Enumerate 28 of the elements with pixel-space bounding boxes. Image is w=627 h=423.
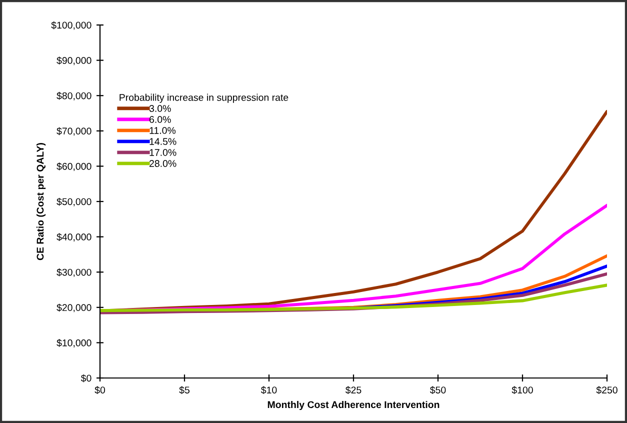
y-tick-label: $60,000	[56, 162, 92, 171]
y-tick-label: $40,000	[56, 233, 92, 242]
legend-label: 11.0%	[150, 127, 176, 134]
legend-label: 3.0%	[149, 105, 171, 112]
y-tick-label: $10,000	[56, 339, 92, 348]
x-tick-label: $250	[596, 386, 618, 394]
x-tick-label: $100	[512, 386, 533, 394]
legend-label: 17.0%	[150, 149, 176, 156]
x-axis-title: Monthly Cost Adherence Intervention	[268, 400, 440, 410]
legend-label: 14.5%	[150, 138, 176, 145]
legend-title: Probability increase in suppression rate	[120, 94, 288, 103]
x-tick-label: $50	[430, 386, 446, 394]
y-tick-label: $70,000	[56, 127, 92, 136]
y-tick-label: $30,000	[56, 268, 92, 277]
y-tick-label: $100,000	[51, 21, 92, 30]
legend-label: 28.0%	[150, 160, 176, 167]
y-tick-label: $20,000	[56, 304, 92, 312]
x-tick-label: $5	[179, 386, 190, 394]
legend-label: 6.0%	[150, 116, 171, 123]
x-tick-label: $25	[345, 386, 362, 394]
y-tick-label: $0	[80, 374, 92, 382]
x-tick-label: $10	[260, 386, 277, 394]
y-tick-label: $50,000	[56, 198, 92, 206]
x-tick-label: $0	[94, 386, 106, 394]
y-tick-label: $90,000	[56, 56, 92, 66]
line-series	[100, 284, 607, 312]
y-axis-title: CE Ratio (Cost per QALY)	[36, 143, 46, 260]
y-tick-label: $80,000	[56, 92, 92, 100]
